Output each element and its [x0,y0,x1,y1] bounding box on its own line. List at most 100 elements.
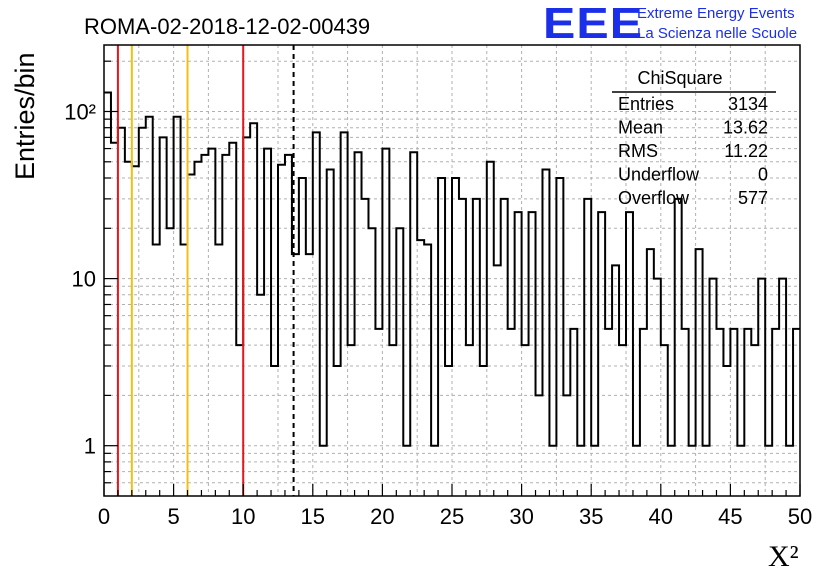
histogram-bin [466,345,473,496]
stats-value: 577 [738,188,768,208]
histogram-bin [306,254,313,496]
histogram-bin [146,117,153,496]
histogram-bin [278,165,285,496]
histogram-bin [605,329,612,496]
histogram-bin [208,149,215,496]
stats-label: RMS [618,141,658,161]
histogram-bin [703,446,710,496]
histogram-bin [612,265,619,496]
histogram-bin [410,152,417,496]
y-axis-label: Entries/bin [10,52,40,180]
histogram-bin [536,395,543,496]
x-axis-label: X² [768,540,799,572]
stats-value: 11.22 [724,141,768,161]
stats-rows: Entries 3134 Mean 13.62 RMS 11.22 Underflow 0 Ov… [618,94,768,208]
x-tick-label: 10 [231,504,255,529]
histogram-bin [786,446,793,496]
histogram-bin [362,199,369,496]
histogram-bin [243,137,250,496]
x-axis-ticks: 0 5 10 15 20 25 30 35 40 45 50 [98,484,812,529]
histogram-bin [417,240,424,496]
stats-value: 0 [758,165,768,185]
histogram-bin [139,128,146,496]
histogram-bin [111,143,118,496]
histogram-bin [368,228,375,496]
histogram-bin [668,446,675,496]
histogram-bin [348,345,355,496]
histogram-bin [480,366,487,496]
histogram-bars [104,91,800,496]
histogram-bin [696,249,703,496]
histogram-bin [264,149,271,496]
logo-line-2: La Scienza nelle Scuole [637,25,798,42]
histogram-bin [459,199,466,496]
histogram-bin [598,212,605,496]
histogram-bin [522,345,529,496]
histogram-bin [355,152,362,496]
histogram-bin [132,166,139,496]
histogram-bin [403,446,410,496]
histogram-bin [542,169,549,496]
histogram-bin [716,329,723,496]
stats-label: Overflow [618,188,690,208]
histogram-bin [661,345,668,496]
x-tick-label: 20 [370,504,394,529]
histogram-bin [584,199,591,496]
histogram-bin [215,244,222,496]
histogram-bin [793,329,800,496]
histogram-bin [181,244,188,496]
histogram-bin [689,446,696,496]
histogram-bin [577,446,584,496]
x-tick-label: 0 [98,504,110,529]
histogram-bin [515,212,522,496]
y-tick-label: 1 [84,434,96,459]
x-tick-label: 25 [440,504,464,529]
histogram-bin [299,178,306,496]
marker-lines [116,45,295,496]
histogram-bin [556,178,563,496]
histogram-bin [710,279,717,496]
histogram-bin [250,123,257,496]
y-tick-label: 10² [64,99,96,124]
histogram-bin [633,446,640,496]
x-tick-label: 50 [788,504,812,529]
histogram-bin [744,329,751,496]
stats-label: Underflow [618,165,700,185]
histogram-bin [549,446,556,496]
x-tick-label: 40 [649,504,673,529]
histogram-bin [320,446,327,496]
stats-value: 3134 [728,94,768,114]
histogram-bin [508,329,515,496]
histogram-bin [327,169,334,496]
y-tick-label: 10 [72,267,96,292]
histogram-bin [389,345,396,496]
histogram-bin [626,212,633,496]
histogram-bin [257,295,264,496]
stats-box: ChiSquare Entries 3134 Mean 13.62 RMS 11.22 Un… [612,68,776,208]
histogram-bin [730,329,737,496]
histogram-bin [160,137,167,496]
histogram-bin [341,132,348,496]
histogram-bin [563,395,570,496]
histogram-bin [751,345,758,496]
histogram-bin [285,155,292,496]
logo-line-1: Extreme Energy Events [637,5,795,22]
histogram-bin [174,117,181,496]
histogram-bin [494,265,501,496]
histogram-bin [758,279,765,496]
histogram-bin [382,149,389,496]
x-tick-label: 5 [167,504,179,529]
histogram-bin [194,162,201,496]
histogram-bin [236,345,243,496]
histogram-bin [675,199,682,496]
stats-value: 13.62 [723,118,768,138]
histogram-bin [591,446,598,496]
histogram-bin [619,345,626,496]
histogram-bin [473,199,480,496]
stats-title: ChiSquare [637,68,722,88]
histogram-bin [570,329,577,496]
histogram-bin [396,228,403,496]
histogram-bin [375,329,382,496]
histogram-bin [723,366,730,496]
